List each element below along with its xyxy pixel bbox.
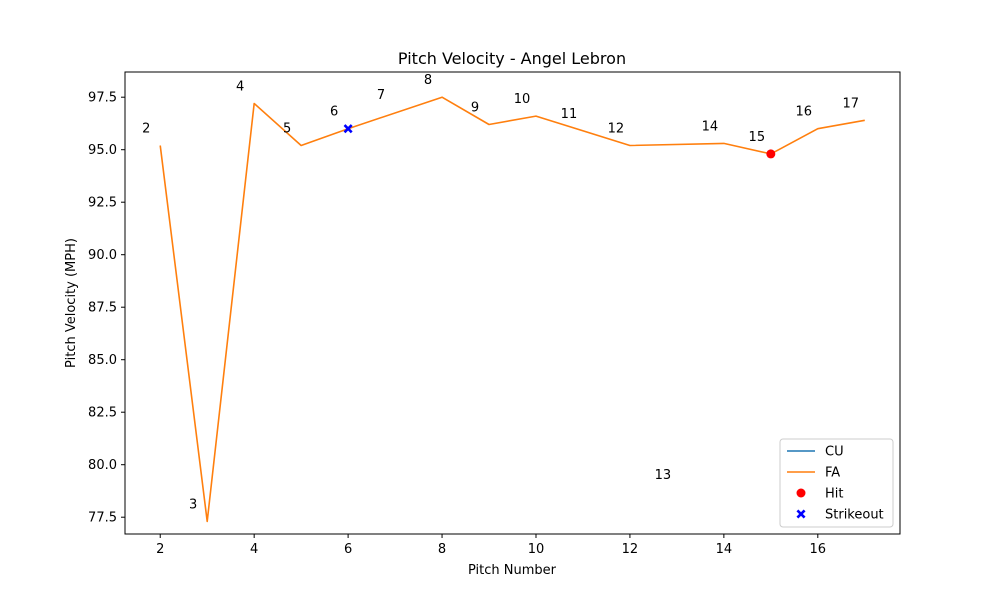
y-tick-label: 82.5 [88, 406, 117, 421]
point-label: 10 [514, 92, 531, 107]
x-tick-label: 8 [438, 542, 446, 557]
point-label: 4 [236, 80, 244, 95]
point-label: 16 [796, 105, 813, 120]
legend-label-strikeout: Strikeout [825, 508, 884, 523]
point-label: 7 [377, 88, 385, 103]
point-label: 14 [702, 119, 719, 134]
legend-swatch-hit [796, 488, 806, 498]
x-tick-label: 14 [716, 542, 733, 557]
strikeout-marker-stroke [343, 124, 353, 134]
point-label: 17 [842, 96, 859, 111]
point-label: 12 [608, 122, 625, 137]
x-tick-label: 2 [156, 542, 164, 557]
legend-swatch-stroke [796, 509, 806, 519]
point-label: 9 [471, 101, 479, 116]
y-tick-label: 85.0 [88, 353, 117, 368]
x-tick-label: 6 [344, 542, 352, 557]
x-tick-label: 4 [250, 542, 258, 557]
point-label: 11 [561, 107, 578, 122]
point-label: 6 [330, 105, 338, 120]
x-tick-label: 12 [622, 542, 639, 557]
y-axis-label: Pitch Velocity (MPH) [64, 238, 79, 368]
y-tick-label: 77.5 [88, 511, 117, 526]
y-tick-label: 90.0 [88, 248, 117, 263]
legend: CU FA Hit Strikeout [779, 438, 894, 528]
point-label: 3 [189, 497, 197, 512]
y-tick-label: 97.5 [88, 91, 117, 106]
chart-title: Pitch Velocity - Angel Lebron [398, 49, 626, 68]
y-tick-label: 87.5 [88, 301, 117, 316]
legend-box [779, 438, 894, 528]
legend-label-cu: CU [825, 445, 844, 460]
point-label: 13 [655, 468, 672, 483]
legend-swatch-strikeout [796, 509, 806, 519]
x-tick-label: 10 [528, 542, 545, 557]
legend-label-fa: FA [825, 466, 840, 481]
strikeout-marker [343, 124, 353, 134]
hit-marker [766, 149, 776, 159]
x-tick-label: 16 [810, 542, 827, 557]
y-tick-label: 95.0 [88, 143, 117, 158]
point-label: 5 [283, 122, 291, 137]
point-label: 8 [424, 73, 432, 88]
legend-label-hit: Hit [825, 487, 843, 502]
y-tick-label: 80.0 [88, 458, 117, 473]
y-tick-label: 92.5 [88, 196, 117, 211]
point-label: 15 [749, 130, 766, 145]
x-axis-label: Pitch Number [468, 563, 557, 578]
point-label: 2 [142, 122, 150, 137]
axes-frame [124, 71, 901, 535]
series-line-fa [159, 96, 865, 523]
plot-area: 2 4 6 8 10 12 14 16 77.5 80.0 82.5 85.0 87.5 90.0 92.5… [88, 71, 901, 557]
